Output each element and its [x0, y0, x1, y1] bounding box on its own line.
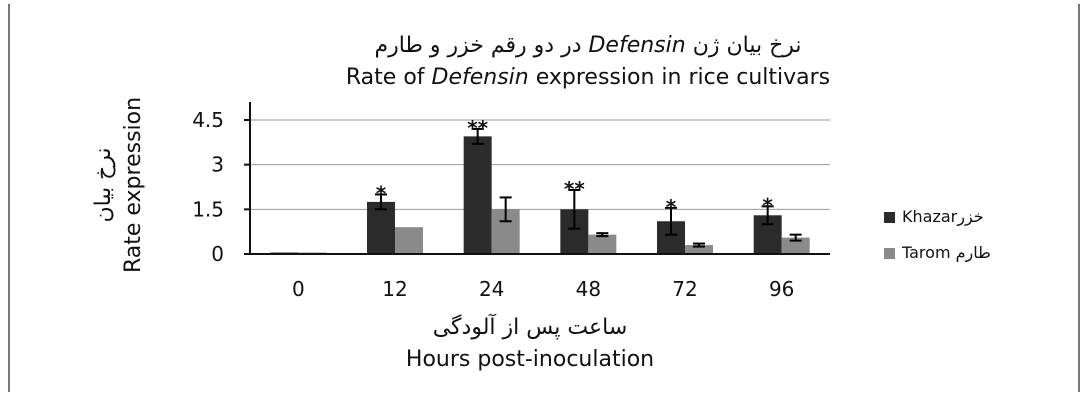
bar	[367, 201, 395, 254]
bar	[463, 136, 492, 254]
x-axis-label-fa: ساعت پس از آلودگی	[433, 313, 628, 340]
y-tick-label: 1.5	[192, 197, 224, 221]
x-axis-label: Hours post-inoculation	[406, 347, 654, 372]
y-axis-label: Rate expression	[121, 97, 146, 273]
legend-label: Khazarخزر	[902, 207, 984, 227]
bar	[588, 234, 617, 254]
legend-swatch	[884, 212, 895, 223]
chart-frame	[8, 4, 1080, 392]
x-tick-label: 72	[672, 277, 697, 301]
y-tick-label: 4.5	[192, 108, 224, 132]
bar	[395, 227, 423, 254]
x-tick-label: 12	[382, 277, 407, 301]
bar	[781, 237, 810, 254]
x-tick-label: 96	[769, 277, 794, 301]
significance-marker: *	[666, 195, 677, 219]
significance-marker: **	[467, 116, 488, 140]
chart-title-en: Rate of Defensin expression in rice cult…	[346, 65, 830, 90]
legend-swatch	[884, 248, 895, 259]
y-axis-label-fa: نرخ بیان	[91, 147, 116, 222]
significance-marker: *	[762, 193, 773, 217]
y-tick-label: 0	[211, 242, 224, 266]
significance-marker: **	[564, 177, 585, 201]
x-tick-label: 48	[576, 277, 601, 301]
chart-title-fa: نرخ بیان ژن Defensin در دو رقم خزر و طار…	[374, 33, 801, 58]
legend-label: Tarom طارم	[901, 243, 991, 263]
x-tick-label: 0	[292, 277, 305, 301]
x-tick-label: 24	[479, 277, 504, 301]
y-tick-label: 3	[211, 153, 224, 177]
significance-marker: *	[376, 181, 387, 205]
bar	[685, 245, 713, 254]
